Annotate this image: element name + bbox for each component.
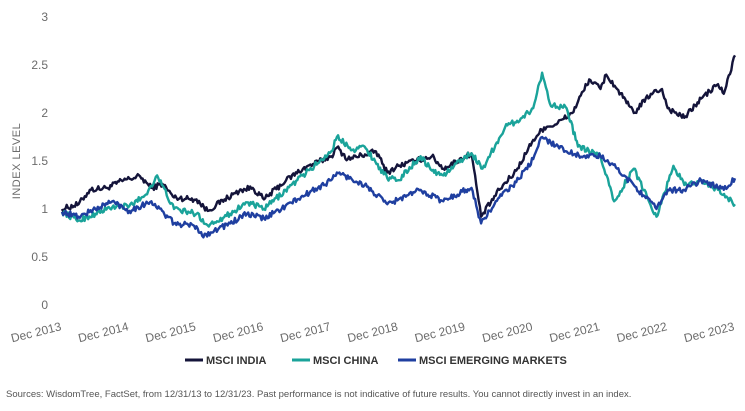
x-tick-label: Dec 2023 [682,319,736,345]
series-line-msci-emerging-markets [60,135,737,239]
x-tick-label: Dec 2018 [346,319,400,345]
x-tick-label: Dec 2022 [615,319,669,345]
x-tick-label: Dec 2015 [144,319,198,345]
y-tick-label: 0.5 [31,250,48,264]
y-tick-label: 3 [41,10,48,24]
series-lines [60,54,737,239]
y-tick-label: 0 [41,298,48,312]
x-tick-label: Dec 2020 [481,319,535,345]
y-axis: 0 0.5 1 1.5 2 2.5 3 [31,10,48,312]
series-line-msci-china [60,71,736,228]
x-tick-label: Dec 2014 [77,319,131,345]
legend-label: MSCI CHINA [313,355,378,367]
source-footnote: Sources: WisdomTree, FactSet, from 12/31… [6,389,632,400]
legend: MSCI INDIA MSCI CHINA MSCI EMERGING MARKET… [185,355,567,367]
y-tick-label: 1 [41,202,48,216]
x-tick-label: Dec 2017 [279,319,333,345]
x-tick-label: Dec 2013 [9,319,63,345]
x-tick-label: Dec 2016 [211,319,265,345]
y-axis-title: INDEX LEVEL [11,123,23,199]
legend-label: MSCI INDIA [206,355,267,367]
legend-label: MSCI EMERGING MARKETS [419,355,567,367]
series-line-msci-india [60,54,737,218]
y-tick-label: 2 [41,106,48,120]
y-tick-label: 2.5 [31,58,48,72]
x-tick-label: Dec 2021 [548,319,602,345]
y-tick-label: 1.5 [31,154,48,168]
x-axis: Dec 2013 Dec 2014 Dec 2015 Dec 2016 Dec 2017… [9,319,736,345]
x-tick-label: Dec 2019 [413,319,467,345]
